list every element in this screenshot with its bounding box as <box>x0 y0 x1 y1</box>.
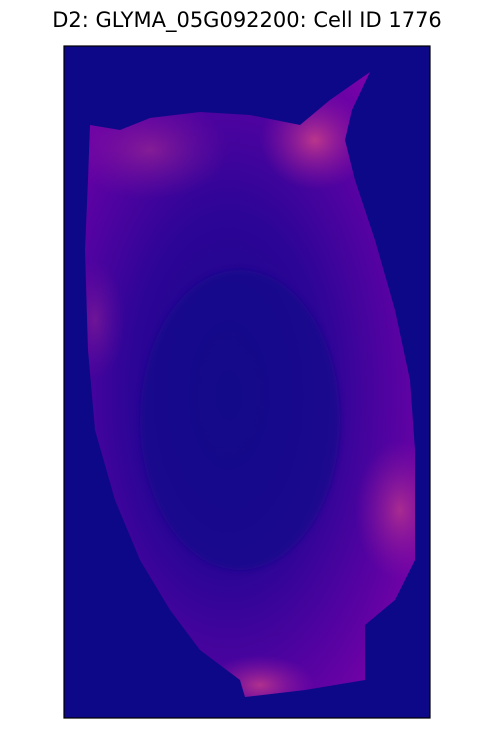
chart-title: D2: GLYMA_05G092200: Cell ID 1776 <box>52 8 442 33</box>
heatmap <box>64 46 430 718</box>
axes-frame <box>63 45 431 719</box>
